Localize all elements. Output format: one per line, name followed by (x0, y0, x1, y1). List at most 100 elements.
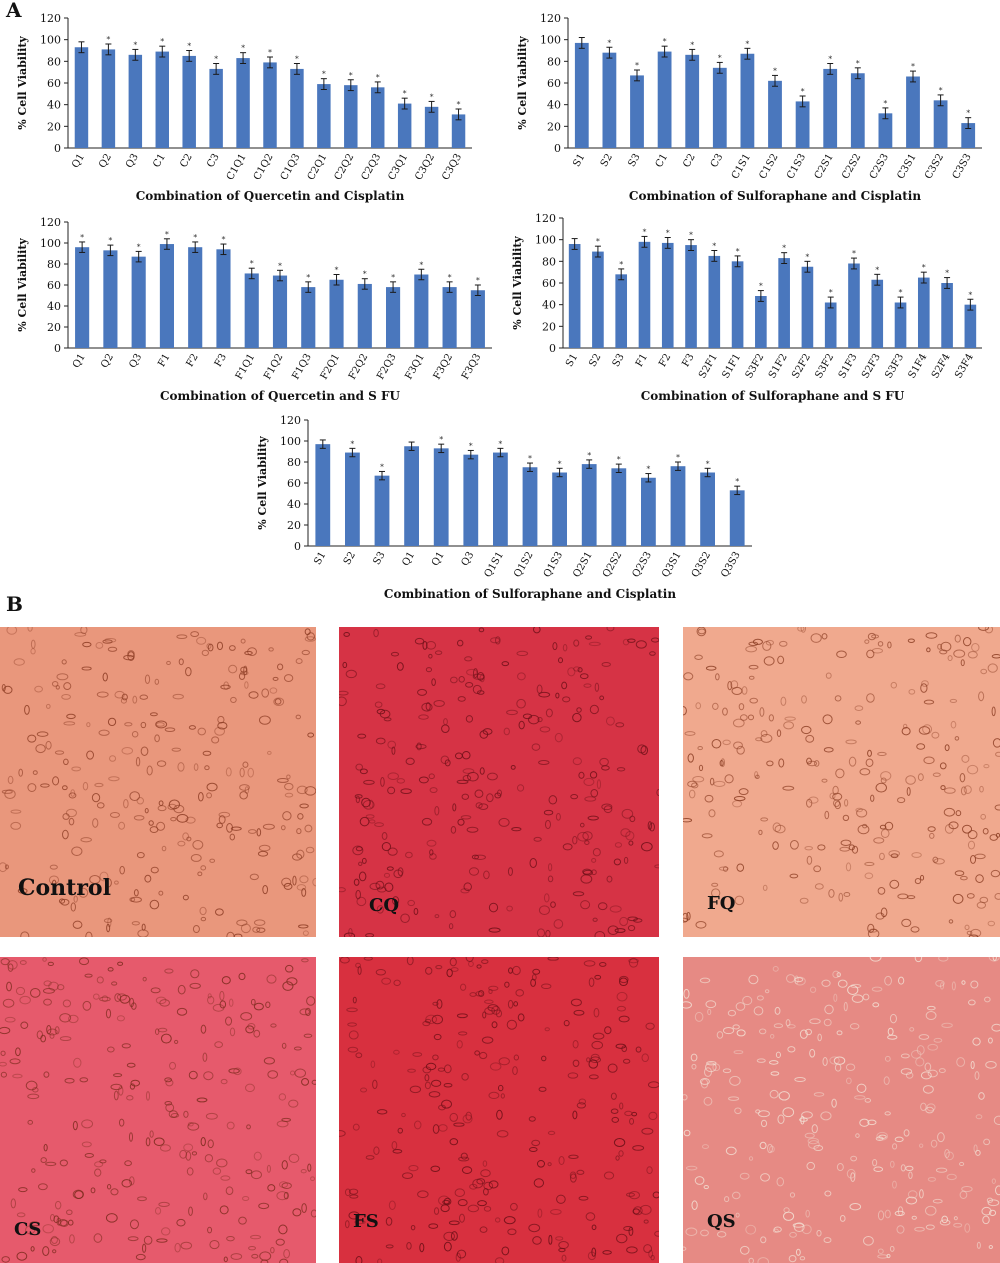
cell-outline (533, 627, 541, 634)
cell-outline (872, 1158, 878, 1167)
cell-outline (164, 968, 174, 974)
cell-outline (68, 792, 77, 799)
cell-outline (361, 857, 367, 864)
cell-outline (133, 889, 139, 897)
cell-outline (697, 628, 706, 635)
y-tick-label: 80 (47, 55, 61, 68)
bar (961, 123, 976, 148)
cell-outline (219, 1000, 227, 1009)
cell-outline (616, 991, 628, 1002)
error-bar (320, 78, 327, 90)
cell-outline (42, 1246, 50, 1257)
cell-outline (228, 645, 236, 651)
cell-outline (85, 931, 93, 937)
x-tick-label: C2S2 (840, 152, 863, 181)
bar (317, 84, 331, 148)
cell-outline (982, 828, 989, 835)
cell-outline (656, 789, 659, 796)
x-tick-label: F3 (680, 352, 696, 369)
cell-outline (42, 1224, 54, 1234)
x-axis-label: Combination of Quercetin and S FU (160, 389, 401, 403)
cell-outline (292, 875, 297, 886)
cell-outline (431, 1079, 442, 1087)
cell-outline (362, 799, 375, 810)
cell-outline (887, 1034, 898, 1040)
error-bar (688, 239, 695, 251)
bar (344, 85, 358, 148)
cell-outline (489, 1062, 502, 1071)
cell-outline (923, 699, 935, 705)
cell-outline (154, 734, 160, 743)
cell-outline (762, 884, 768, 891)
cell-outline (116, 993, 127, 1001)
x-tick-label: S3 (611, 352, 627, 369)
cell-outline (339, 690, 349, 696)
cell-outline (192, 839, 204, 850)
significance-marker: * (108, 236, 112, 245)
significance-marker: * (469, 441, 473, 450)
cell-outline (342, 661, 348, 669)
panel-b-label: B (6, 592, 23, 616)
significance-marker: * (945, 269, 949, 278)
cell-outline (104, 637, 117, 643)
cell-outline (760, 1236, 767, 1244)
cell-outline (787, 1046, 796, 1053)
cell-outline (429, 787, 438, 794)
cell-outline (508, 967, 513, 974)
cell-outline (620, 828, 631, 837)
cell-outline (161, 845, 167, 852)
cell-outline (94, 782, 104, 788)
cell-outline (304, 636, 316, 642)
cell-outline (304, 628, 311, 636)
cell-outline (207, 1139, 214, 1149)
cell-outline (797, 627, 805, 632)
cell-outline (483, 1206, 492, 1212)
cell-outline (877, 751, 887, 757)
cell-outline (422, 1020, 431, 1027)
cell-outline (145, 1137, 151, 1147)
cell-outline (105, 1008, 112, 1019)
cell-outline (587, 815, 599, 821)
cell-outline (296, 849, 305, 859)
cell-outline (727, 680, 733, 691)
cell-outline (239, 767, 245, 778)
cell-outline (479, 1051, 488, 1060)
x-tick-label: C1Q2 (252, 152, 276, 182)
cell-outline (824, 810, 830, 820)
bar (933, 100, 948, 148)
cell-outline (757, 1257, 770, 1263)
cell-outline (373, 1146, 380, 1156)
cell-outline (840, 839, 852, 847)
y-tick-label: 0 (554, 142, 561, 155)
cell-outline (467, 1204, 480, 1213)
cell-outline (769, 1089, 779, 1099)
cell-outline (905, 1196, 918, 1205)
cell-outline (959, 1190, 968, 1199)
cell-outline (216, 1158, 228, 1168)
cell-outline (739, 1245, 750, 1255)
cell-outline (456, 1013, 468, 1019)
cell-outline (877, 1210, 885, 1221)
cell-outline (849, 1023, 860, 1030)
cell-outline (239, 791, 248, 800)
cell-outline (570, 794, 579, 800)
cell-outline (214, 908, 224, 916)
cell-outline (432, 1001, 439, 1006)
cell-outline (478, 803, 489, 810)
cell-outline (238, 1216, 247, 1225)
cell-outline (425, 667, 433, 673)
x-tick-label: S1 (564, 352, 580, 369)
error-bar (920, 271, 927, 284)
cell-outline (953, 649, 966, 658)
error-bar (937, 94, 944, 107)
cell-outline (780, 696, 787, 706)
cell-outline (613, 858, 622, 866)
cell-outline (262, 823, 275, 830)
cell-outline (377, 1258, 383, 1263)
cell-outline (170, 816, 177, 822)
micrograph-background (683, 627, 1000, 937)
cell-outline (86, 722, 91, 728)
cell-outline (260, 1259, 269, 1263)
bar (906, 76, 920, 148)
cell-outline (375, 737, 386, 745)
